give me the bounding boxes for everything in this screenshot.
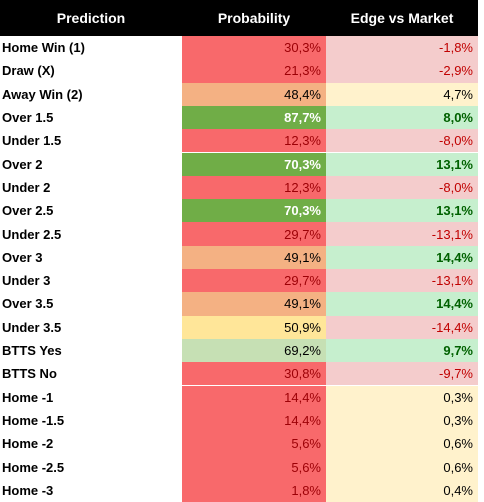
edge-cell: 4,7% [326, 82, 478, 106]
table-row: Home -1.5 14,4% 0,3% [0, 408, 478, 433]
prediction-cell: Home -3 [2, 482, 54, 498]
table-row: Over 3 49,1% 14,4% [0, 245, 478, 269]
prediction-cell: Under 3.5 [2, 319, 62, 335]
probability-cell: 70,3% [182, 199, 326, 223]
edge-cell: 0,3% [326, 408, 478, 433]
table-row: BTTS No 30,8% -9,7% [0, 362, 478, 386]
probability-cell: 69,2% [182, 338, 326, 363]
probability-cell: 12,3% [182, 129, 326, 153]
probability-cell: 21,3% [182, 59, 326, 83]
table-row: Home -3 1,8% 0,4% [0, 478, 478, 502]
prediction-cell: Draw (X) [2, 63, 55, 79]
prediction-cell: Over 3.5 [2, 296, 54, 312]
edge-cell: -13,1% [326, 269, 478, 293]
table-row: Home -2 5,6% 0,6% [0, 432, 478, 456]
table-row: Under 2 12,3% -8,0% [0, 175, 478, 200]
edge-cell: 9,7% [326, 338, 478, 363]
probability-cell: 14,4% [182, 408, 326, 433]
prediction-cell: BTTS Yes [2, 343, 62, 359]
table-row: Over 1.5 87,7% 8,0% [0, 105, 478, 130]
edge-cell: 0,6% [326, 432, 478, 456]
prediction-cell: Over 1.5 [2, 110, 54, 126]
prediction-cell: Home -1 [2, 389, 54, 405]
probability-cell: 48,4% [182, 82, 326, 106]
probability-cell: 30,3% [182, 36, 326, 60]
edge-cell: 13,1% [326, 199, 478, 223]
probability-cell: 1,8% [182, 478, 326, 502]
probability-cell: 50,9% [182, 315, 326, 339]
prediction-cell: Over 3 [2, 249, 43, 265]
prediction-cell: Home Win (1) [2, 40, 85, 56]
edge-cell: -1,8% [326, 36, 478, 60]
edge-cell: -2,9% [326, 59, 478, 83]
probability-cell: 29,7% [182, 222, 326, 246]
probability-cell: 30,8% [182, 362, 326, 386]
table-row: Home -2.5 5,6% 0,6% [0, 455, 478, 479]
prediction-cell: Away Win (2) [2, 86, 83, 102]
table-row: Under 2.5 29,7% -13,1% [0, 222, 478, 246]
table-row: Under 3.5 50,9% -14,4% [0, 315, 478, 339]
edge-cell: -14,4% [326, 315, 478, 339]
header-row: Prediction Probability Edge vs Market [0, 0, 478, 36]
edge-cell: 8,0% [326, 105, 478, 130]
table-row: Under 3 29,7% -13,1% [0, 269, 478, 293]
header-cell: Probability [217, 10, 291, 26]
edge-cell: 0,4% [326, 478, 478, 502]
edge-cell: -8,0% [326, 129, 478, 153]
prediction-cell: Home -2.5 [2, 459, 65, 475]
header-cell: Prediction [56, 10, 126, 26]
table-row: Over 3.5 49,1% 14,4% [0, 292, 478, 316]
edge-cell: 0,3% [326, 385, 478, 409]
edge-cell: 13,1% [326, 152, 478, 176]
probability-cell: 49,1% [182, 245, 326, 269]
probability-cell: 49,1% [182, 292, 326, 316]
edge-cell: -9,7% [326, 362, 478, 386]
probability-cell: 5,6% [182, 455, 326, 479]
prediction-cell: Under 3 [2, 273, 51, 289]
edge-cell: -8,0% [326, 175, 478, 200]
header-cell: Edge vs Market [350, 10, 454, 26]
table-row: Over 2.5 70,3% 13,1% [0, 199, 478, 223]
probability-cell: 14,4% [182, 385, 326, 409]
table-row: Home Win (1) 30,3% -1,8% [0, 36, 478, 60]
table-row: Over 2 70,3% 13,1% [0, 152, 478, 176]
edge-cell: -13,1% [326, 222, 478, 246]
edge-cell: 14,4% [326, 245, 478, 269]
probability-cell: 12,3% [182, 175, 326, 200]
prediction-cell: Over 2 [2, 156, 43, 172]
table-row: Away Win (2) 48,4% 4,7% [0, 82, 478, 106]
table-row: Under 1.5 12,3% -8,0% [0, 129, 478, 153]
probability-cell: 87,7% [182, 105, 326, 130]
probability-cell: 5,6% [182, 432, 326, 456]
prediction-cell: Home -2 [2, 436, 54, 452]
prediction-cell: Over 2.5 [2, 203, 54, 219]
edge-cell: 0,6% [326, 455, 478, 479]
table-row: Home -1 14,4% 0,3% [0, 385, 478, 409]
prediction-cell: Under 2.5 [2, 226, 62, 242]
table-row: BTTS Yes 69,2% 9,7% [0, 338, 478, 363]
table-row: Draw (X) 21,3% -2,9% [0, 59, 478, 83]
prediction-cell: Under 1.5 [2, 133, 62, 149]
prediction-cell: Home -1.5 [2, 412, 65, 428]
edge-cell: 14,4% [326, 292, 478, 316]
prediction-cell: Under 2 [2, 179, 51, 195]
probability-cell: 70,3% [182, 152, 326, 176]
prediction-cell: BTTS No [2, 366, 57, 382]
probability-cell: 29,7% [182, 269, 326, 293]
